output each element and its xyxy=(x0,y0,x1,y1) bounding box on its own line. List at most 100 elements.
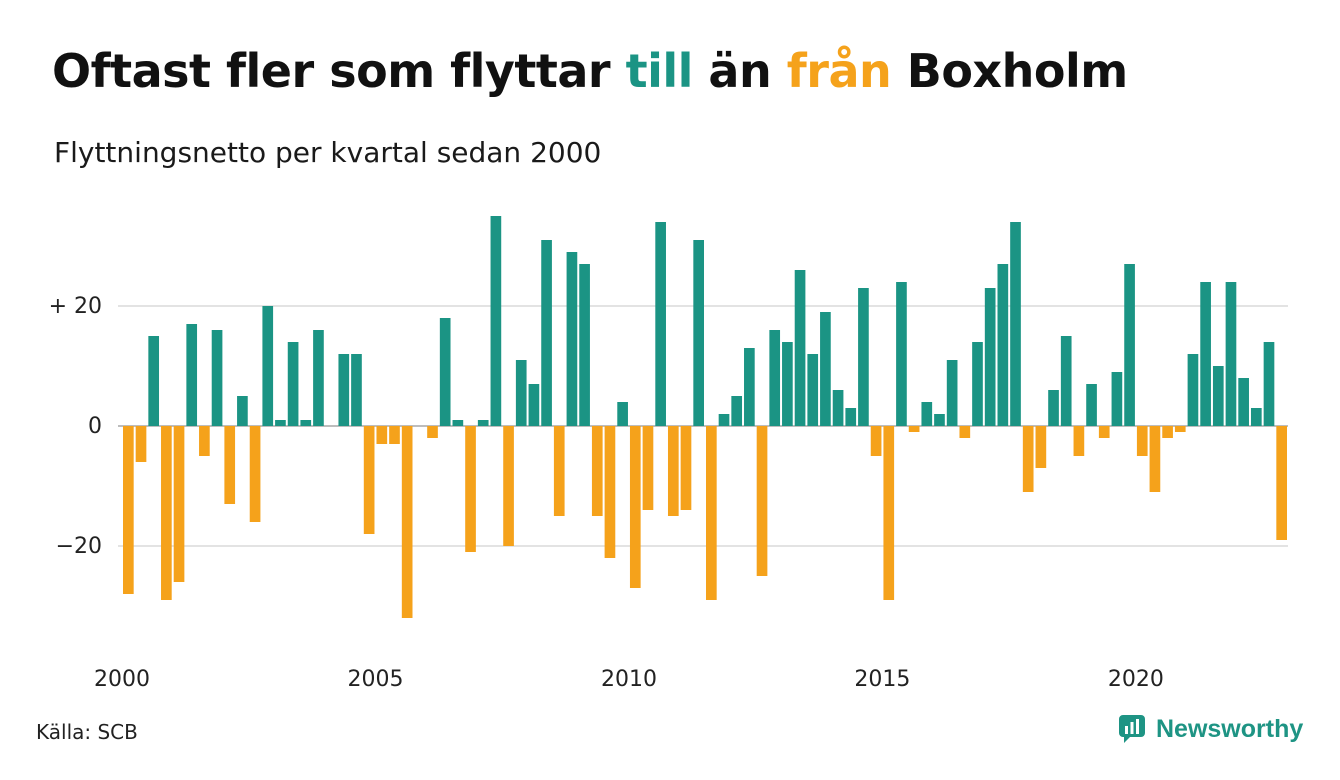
bar-positive xyxy=(287,342,299,426)
bar-negative xyxy=(224,426,236,504)
bar-negative xyxy=(465,426,476,552)
bar-positive xyxy=(1010,222,1021,426)
bar-positive xyxy=(275,420,286,426)
y-tick-label: + 20 xyxy=(49,294,102,319)
bar-positive xyxy=(262,306,274,426)
bar-positive xyxy=(946,360,958,426)
bar-negative xyxy=(161,426,172,600)
bar-positive xyxy=(148,336,160,426)
bar-positive xyxy=(984,288,996,426)
bar-positive xyxy=(186,324,198,426)
chart-subtitle: Flyttningsnetto per kvartal sedan 2000 xyxy=(54,136,602,169)
bar-positive xyxy=(579,264,590,426)
bar-positive xyxy=(832,390,844,426)
bar-chart: + 20 0 −20 2000 2005 2010 2015 2020 xyxy=(49,216,1288,692)
bar-positive xyxy=(477,420,489,426)
bar-positive xyxy=(718,414,730,426)
bar-negative xyxy=(1276,426,1287,540)
bar-positive xyxy=(617,402,628,426)
bar-positive xyxy=(845,408,857,426)
y-tick-label: 0 xyxy=(88,414,102,439)
title-word-from: från xyxy=(786,44,892,98)
bar-positive xyxy=(972,342,983,426)
bar-positive xyxy=(338,354,350,426)
chart-title: Oftast fler som flyttar till än från Box… xyxy=(52,44,1128,98)
bar-positive xyxy=(934,414,945,426)
bar-positive xyxy=(1250,408,1262,426)
bar-positive xyxy=(237,396,248,426)
bar-negative xyxy=(1098,426,1110,438)
bar-positive xyxy=(1238,378,1249,426)
bar-negative xyxy=(1149,426,1161,492)
bar-positive xyxy=(566,252,578,426)
bar-positive xyxy=(439,318,451,426)
source-note: Källa: SCB xyxy=(36,720,138,744)
bar-negative xyxy=(604,426,616,558)
title-part-2: än xyxy=(692,44,787,98)
x-tick-label: 2020 xyxy=(1108,667,1164,692)
bar-positive xyxy=(896,282,907,426)
newsworthy-logo-icon xyxy=(1119,715,1145,743)
bar-negative xyxy=(363,426,375,534)
bar-negative xyxy=(756,426,768,576)
bar-positive xyxy=(744,348,755,426)
bar-positive xyxy=(1200,282,1211,426)
bar-negative xyxy=(173,426,185,582)
bar-positive xyxy=(1225,282,1237,426)
bar-negative xyxy=(1073,426,1085,456)
bar-positive xyxy=(1060,336,1072,426)
bar-negative xyxy=(135,426,147,462)
bar-positive xyxy=(1124,264,1135,426)
bar-negative xyxy=(629,426,641,588)
bar-negative xyxy=(870,426,882,456)
bar-positive xyxy=(1086,384,1097,426)
bar-negative xyxy=(376,426,388,444)
bar-negative xyxy=(199,426,210,456)
bar-negative xyxy=(680,426,692,510)
title-word-to: till xyxy=(625,44,694,98)
brand-logo: Newsworthy xyxy=(1118,714,1303,744)
x-tick-label: 2010 xyxy=(601,667,657,692)
bar-negative xyxy=(959,426,971,438)
bar-positive xyxy=(351,354,362,426)
bar-negative xyxy=(1174,426,1186,432)
bar-positive xyxy=(655,222,666,426)
bar-positive xyxy=(921,402,933,426)
title-part-3: Boxholm xyxy=(891,44,1128,98)
bar-negative xyxy=(642,426,654,510)
bar-negative xyxy=(1136,426,1148,456)
bar-negative xyxy=(883,426,895,600)
x-tick-label: 2015 xyxy=(854,667,910,692)
bar-positive xyxy=(211,330,223,426)
bar-positive xyxy=(452,420,464,426)
bar-positive xyxy=(807,354,819,426)
bar-negative xyxy=(591,426,603,516)
bar-positive xyxy=(528,384,540,426)
bar-negative xyxy=(553,426,565,516)
bar-positive xyxy=(541,240,552,426)
bar-positive xyxy=(490,216,502,426)
bar-positive xyxy=(1111,372,1123,426)
bar-negative xyxy=(389,426,400,444)
bar-positive xyxy=(997,264,1009,426)
bar-positive xyxy=(313,330,324,426)
bar-negative xyxy=(1162,426,1173,438)
bar-negative xyxy=(123,426,134,594)
bar-negative xyxy=(401,426,413,618)
brand-name: Newsworthy xyxy=(1156,714,1304,743)
bar-negative xyxy=(249,426,261,522)
bar-negative xyxy=(706,426,717,600)
bar-negative xyxy=(667,426,679,516)
bar-positive xyxy=(858,288,869,426)
bar-positive xyxy=(820,312,831,426)
bar-negative xyxy=(1035,426,1047,468)
title-part-1: Oftast fler som flyttar xyxy=(52,44,626,98)
bar-positive xyxy=(782,342,793,426)
bar-positive xyxy=(769,330,781,426)
bar-positive xyxy=(693,240,704,426)
bar-positive xyxy=(794,270,806,426)
x-tick-label: 2000 xyxy=(94,667,150,692)
bar-positive xyxy=(300,420,312,426)
bar-positive xyxy=(1212,366,1224,426)
bar-positive xyxy=(1048,390,1059,426)
